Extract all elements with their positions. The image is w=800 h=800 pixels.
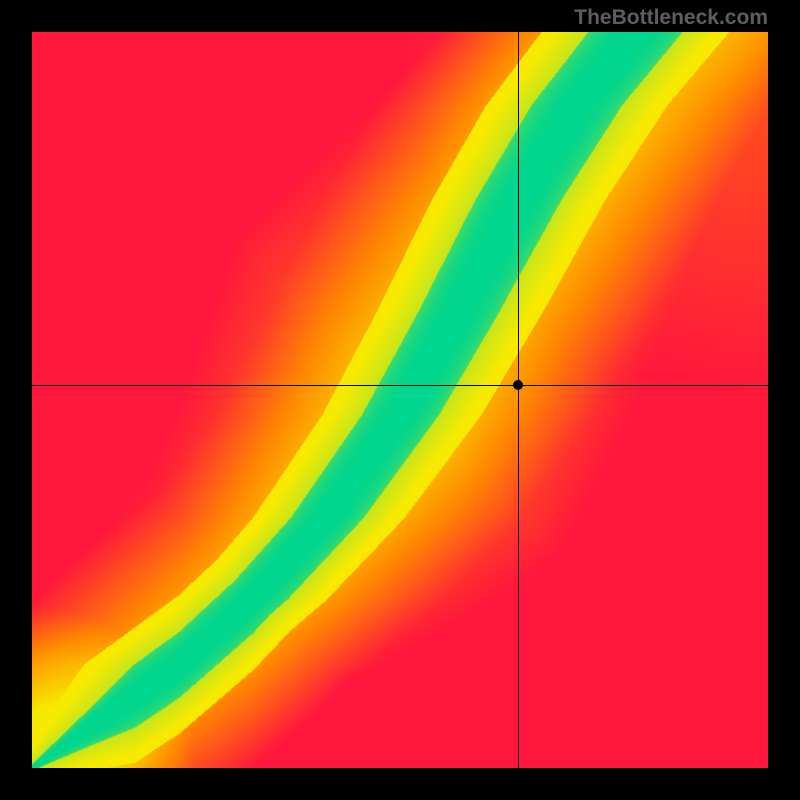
selection-marker: [513, 380, 523, 390]
crosshair-horizontal: [32, 385, 768, 386]
plot-area: [32, 32, 768, 768]
crosshair-vertical: [518, 32, 519, 768]
watermark-text: TheBottleneck.com: [574, 6, 768, 30]
chart-container: TheBottleneck.com: [0, 0, 800, 800]
bottleneck-heatmap: [32, 32, 768, 768]
